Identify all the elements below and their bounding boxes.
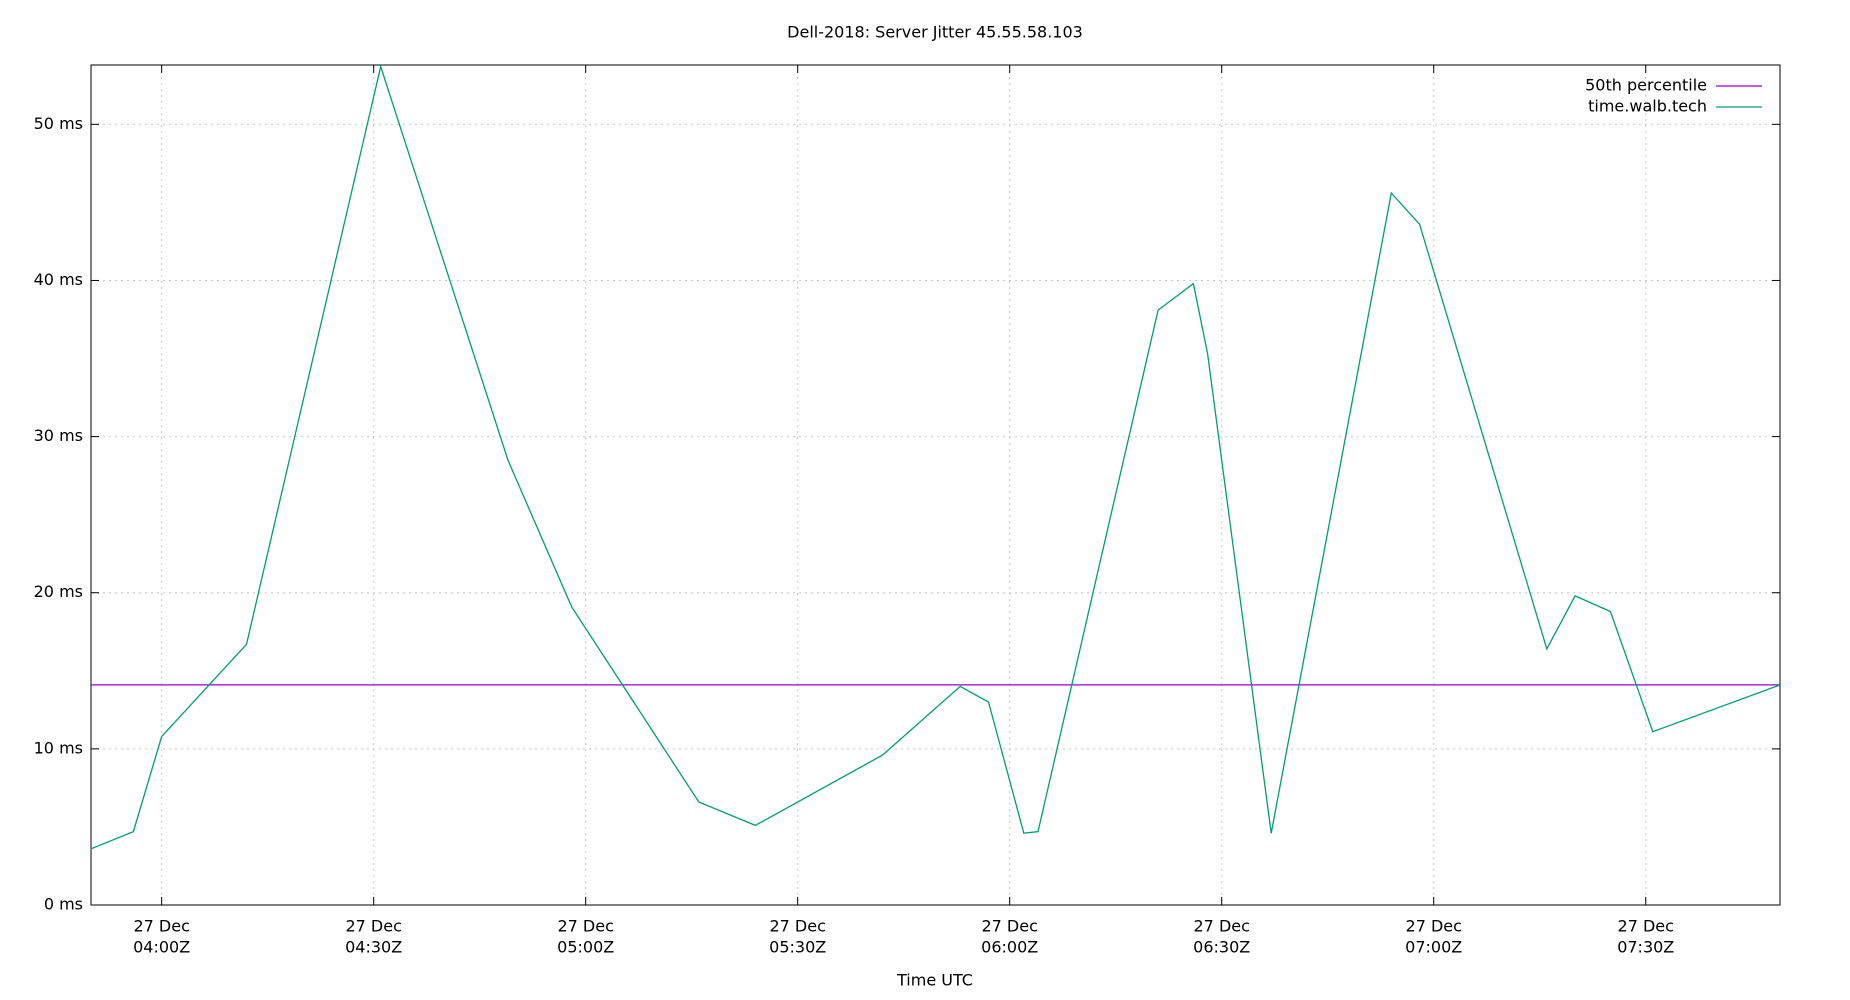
y-tick-label: 20 ms xyxy=(34,582,83,601)
x-tick-label: 04:00Z xyxy=(133,938,190,957)
y-tick-label: 0 ms xyxy=(44,895,83,914)
x-tick-label: 27 Dec xyxy=(345,917,401,936)
x-tick-label: 06:30Z xyxy=(1193,938,1250,957)
y-tick-label: 30 ms xyxy=(34,426,83,445)
x-tick-label: 05:00Z xyxy=(557,938,614,957)
x-tick-label: 04:30Z xyxy=(345,938,402,957)
y-tick-label: 40 ms xyxy=(34,270,83,289)
x-tick-label: 27 Dec xyxy=(1618,917,1674,936)
x-axis-label: Time UTC xyxy=(896,971,973,990)
x-tick-label: 05:30Z xyxy=(769,938,826,957)
x-tick-label: 27 Dec xyxy=(769,917,825,936)
legend-label: time.walb.tech xyxy=(1588,97,1707,116)
plot-border xyxy=(90,64,1781,906)
x-tick-label: 27 Dec xyxy=(557,917,613,936)
x-tick-label: 27 Dec xyxy=(1406,917,1462,936)
x-tick-label: 27 Dec xyxy=(1194,917,1250,936)
chart-title: Dell-2018: Server Jitter 45.55.58.103 xyxy=(787,23,1083,42)
x-tick-label: 27 Dec xyxy=(133,917,189,936)
data-line xyxy=(90,64,1781,850)
y-tick-label: 10 ms xyxy=(34,738,83,757)
legend-label: 50th percentile xyxy=(1585,76,1707,95)
x-tick-label: 07:30Z xyxy=(1617,938,1674,957)
x-tick-label: 06:00Z xyxy=(981,938,1038,957)
y-tick-label: 50 ms xyxy=(34,114,83,133)
x-tick-label: 27 Dec xyxy=(981,917,1037,936)
x-tick-label: 07:00Z xyxy=(1405,938,1462,957)
